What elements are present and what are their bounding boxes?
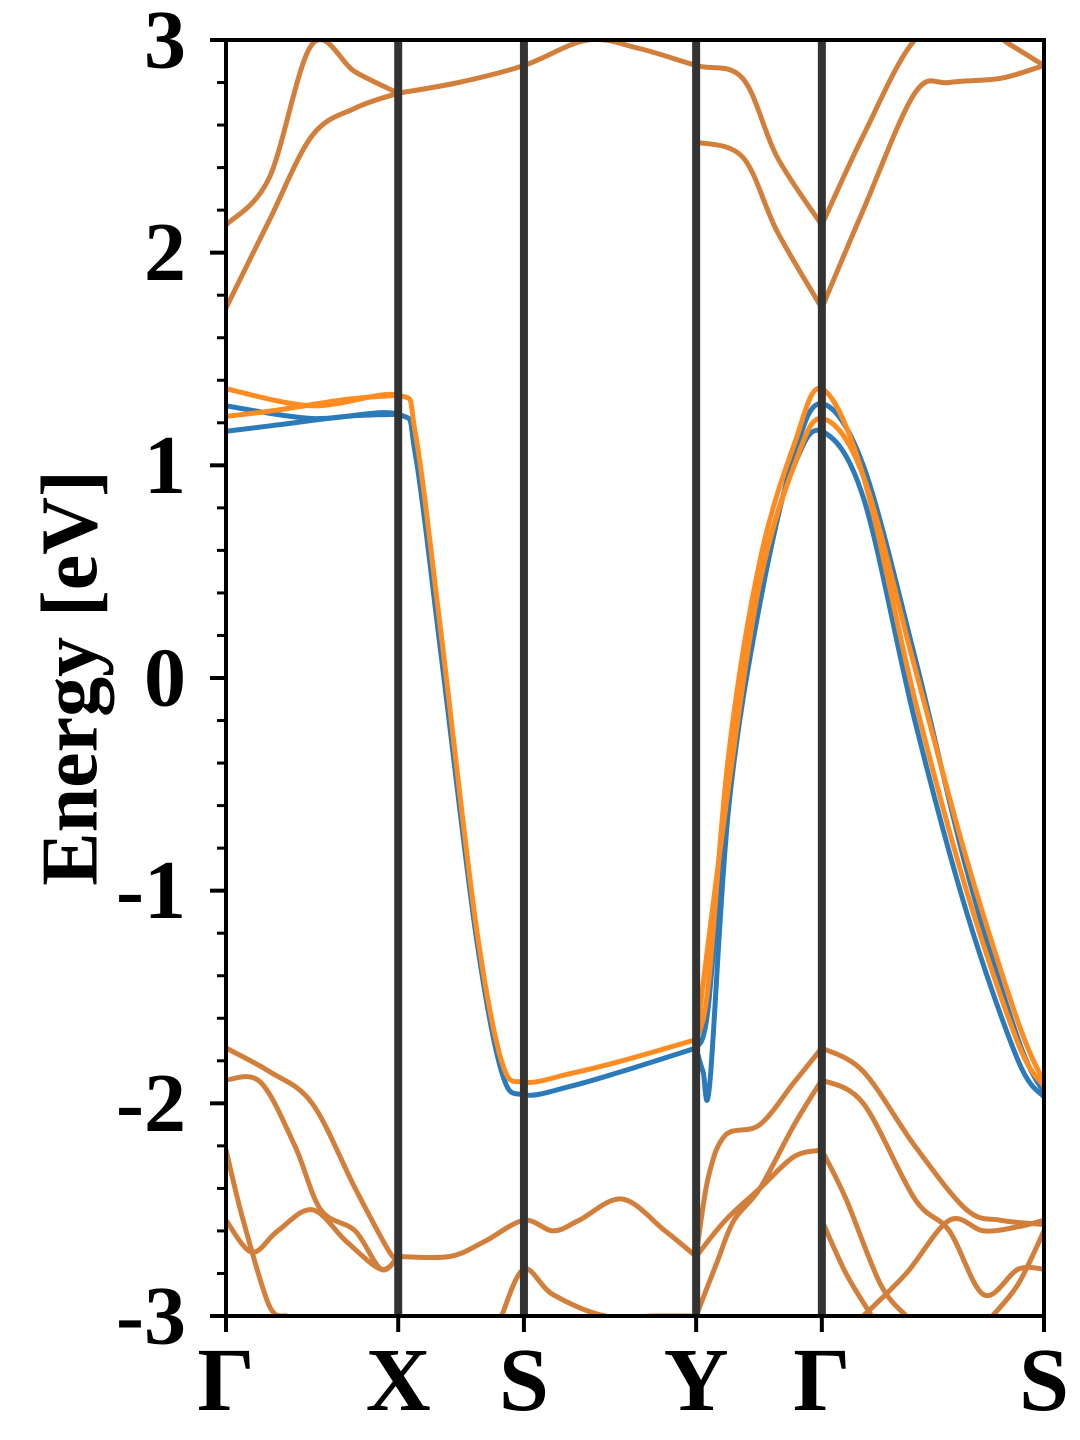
band-line-blue (693, 427, 1044, 1100)
band-line-orange (226, 392, 401, 419)
band-line-blue (226, 403, 699, 1098)
y-tick-label: -2 (116, 1057, 186, 1150)
y-tick-label: -1 (116, 844, 186, 937)
band-line-shared (693, 1147, 825, 1259)
plot-frame (224, 38, 1046, 1318)
x-tick-label: X (366, 1331, 431, 1430)
band-line-shared (860, 1216, 1044, 1316)
band-line-shared (499, 1266, 699, 1316)
band-lines (226, 40, 1044, 1316)
band-line-shared (819, 1217, 875, 1316)
band-line-shared (693, 1077, 825, 1316)
band-line-blue (226, 411, 401, 434)
high-symmetry-dividers (224, 40, 1046, 1332)
band-line-shared (226, 1207, 401, 1272)
x-tick-label: Y (664, 1331, 729, 1430)
band-line-shared (819, 1147, 909, 1316)
band-line-shared (989, 1228, 1044, 1316)
x-tick-label: Γ (793, 1331, 850, 1430)
band-line-shared (819, 40, 1044, 228)
y-tick-label: -3 (116, 1270, 186, 1363)
y-tick-label: 1 (144, 419, 186, 512)
band-line-shared (819, 1045, 1044, 1228)
y-tick-label: 3 (144, 0, 186, 87)
band-line-shared (226, 40, 401, 228)
band-line-shared (395, 1196, 699, 1261)
y-tick-label: 0 (144, 632, 186, 725)
x-tick-label: Γ (197, 1331, 254, 1430)
band-line-shared (819, 63, 1044, 311)
y-tick-label: 2 (144, 206, 186, 299)
y-major-ticks (210, 38, 226, 1318)
y-axis-title: Energy [eV] (26, 470, 114, 885)
band-line-shared (693, 1045, 825, 1259)
band-line-shared (226, 90, 401, 311)
x-tick-label: S (499, 1331, 549, 1430)
band-line-orange (693, 416, 1044, 1085)
band-line-shared (819, 1077, 1044, 1299)
band-line-shared (693, 139, 825, 311)
band-line-orange (226, 386, 699, 1085)
x-tick-label: S (1019, 1331, 1069, 1430)
band-line-blue (693, 401, 1044, 1103)
y-tick-labels: 3 2 1 0 -1 -2 -3 (116, 0, 186, 1363)
band-line-shared (395, 40, 825, 228)
band-line-shared (226, 1045, 401, 1261)
